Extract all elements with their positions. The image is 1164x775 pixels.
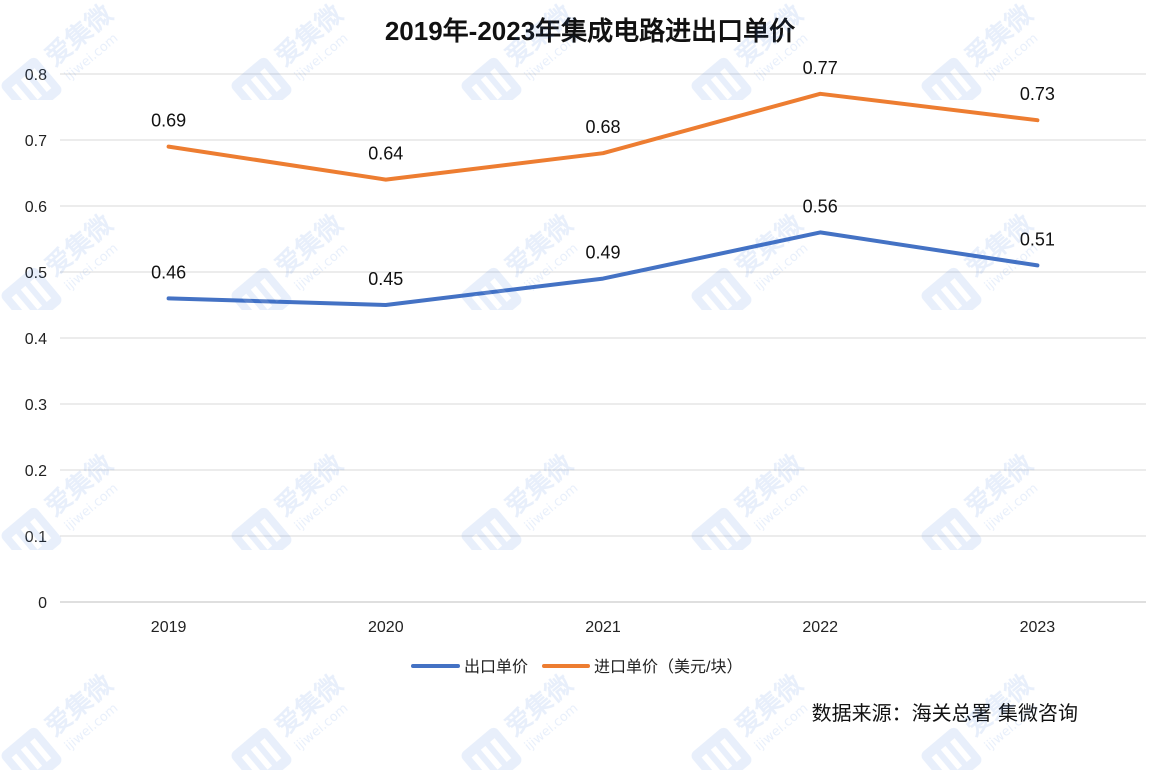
y-tick-label: 0.8 xyxy=(25,67,47,84)
y-tick-label: 0.5 xyxy=(25,265,47,282)
x-tick-label: 2020 xyxy=(368,619,404,636)
y-tick-label: 0.4 xyxy=(25,331,47,348)
x-tick-label: 2021 xyxy=(585,619,621,636)
series-group: 0.46 0.45 0.49 0.56 0.51 0.69 0.64 0.68 0.77 0.73 xyxy=(151,58,1055,307)
y-tick-label: 0.2 xyxy=(25,463,47,480)
y-tick-label: 0 xyxy=(38,595,47,612)
data-label: 0.64 xyxy=(368,144,403,164)
data-label: 0.73 xyxy=(1020,84,1055,104)
line-chart: 2019年-2023年集成电路进出口单价 0 0.1 0.2 0.3 0.4 0.5 0.6… xyxy=(25,16,1146,676)
data-label: 0.51 xyxy=(1020,229,1055,249)
y-tick-label: 0.3 xyxy=(25,397,47,414)
legend: 出口单价 进口单价（美元/块） xyxy=(411,658,742,676)
data-label: 0.46 xyxy=(151,262,186,282)
grid-lines xyxy=(60,73,1146,603)
legend-label: 出口单价 xyxy=(464,658,528,676)
data-label: 0.69 xyxy=(151,111,186,131)
data-label: 0.68 xyxy=(585,117,620,137)
x-tick-label: 2019 xyxy=(151,619,187,636)
data-label: 0.49 xyxy=(585,243,620,263)
chart-title: 2019年-2023年集成电路进出口单价 xyxy=(385,16,796,46)
y-axis: 0 0.1 0.2 0.3 0.4 0.5 0.6 0.7 0.8 xyxy=(25,67,47,612)
data-label: 0.77 xyxy=(803,58,838,78)
data-label: 0.45 xyxy=(368,269,403,289)
data-label: 0.56 xyxy=(803,196,838,216)
y-tick-label: 0.6 xyxy=(25,199,47,216)
y-tick-label: 0.1 xyxy=(25,529,47,546)
legend-label: 进口单价（美元/块） xyxy=(594,658,742,676)
source-note: 数据来源：海关总署 集微咨询 xyxy=(811,701,1078,725)
x-axis: 2019 2020 2021 2022 2023 xyxy=(151,619,1055,636)
series-line-0 xyxy=(166,230,1040,307)
y-tick-label: 0.7 xyxy=(25,133,47,150)
x-tick-label: 2022 xyxy=(802,619,838,636)
series-line-1 xyxy=(166,91,1040,182)
x-tick-label: 2023 xyxy=(1020,619,1056,636)
